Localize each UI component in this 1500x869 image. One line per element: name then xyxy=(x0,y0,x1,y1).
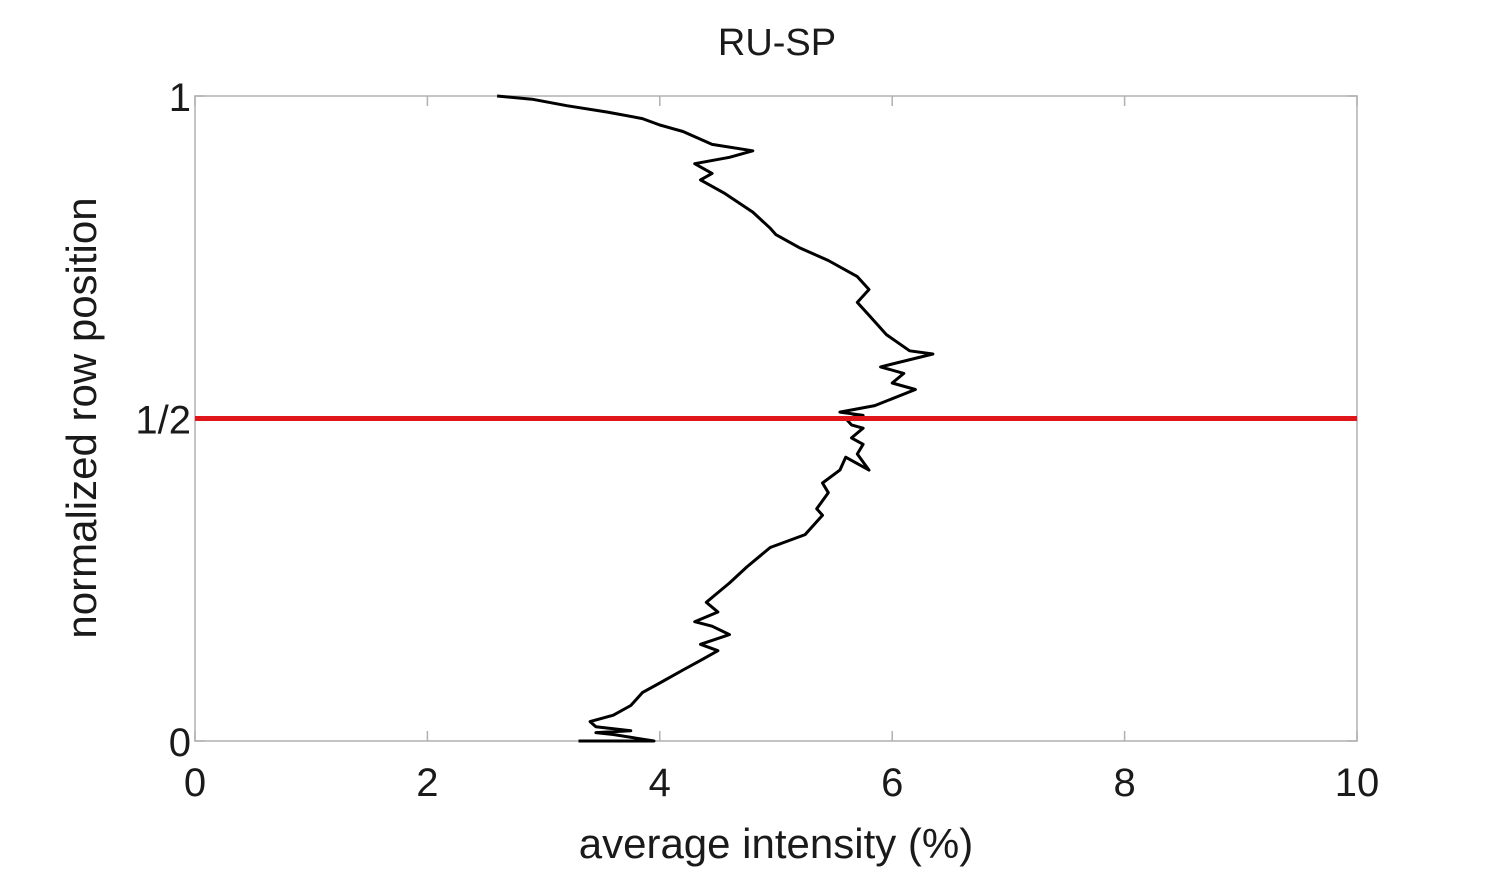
intensity-profile-series xyxy=(496,94,935,743)
x-axis: 0 2 4 6 8 10 xyxy=(184,96,1379,805)
x-tick-label: 2 xyxy=(416,761,438,805)
x-axis-label: average intensity (%) xyxy=(579,820,974,867)
y-tick-label: 1 xyxy=(169,76,191,120)
x-tick-label: 8 xyxy=(1113,761,1135,805)
x-tick-label: 0 xyxy=(184,761,206,805)
y-axis-label: normalized row position xyxy=(58,197,105,638)
y-axis: 0 1/2 1 xyxy=(135,76,1357,765)
x-tick-label: 4 xyxy=(649,761,671,805)
x-tick-label: 10 xyxy=(1335,761,1380,805)
x-tick-label: 6 xyxy=(881,761,903,805)
series-layer xyxy=(195,94,1357,743)
chart-title: RU-SP xyxy=(718,22,836,64)
y-tick-label: 0 xyxy=(169,721,191,765)
y-tick-label: 1/2 xyxy=(135,399,191,443)
